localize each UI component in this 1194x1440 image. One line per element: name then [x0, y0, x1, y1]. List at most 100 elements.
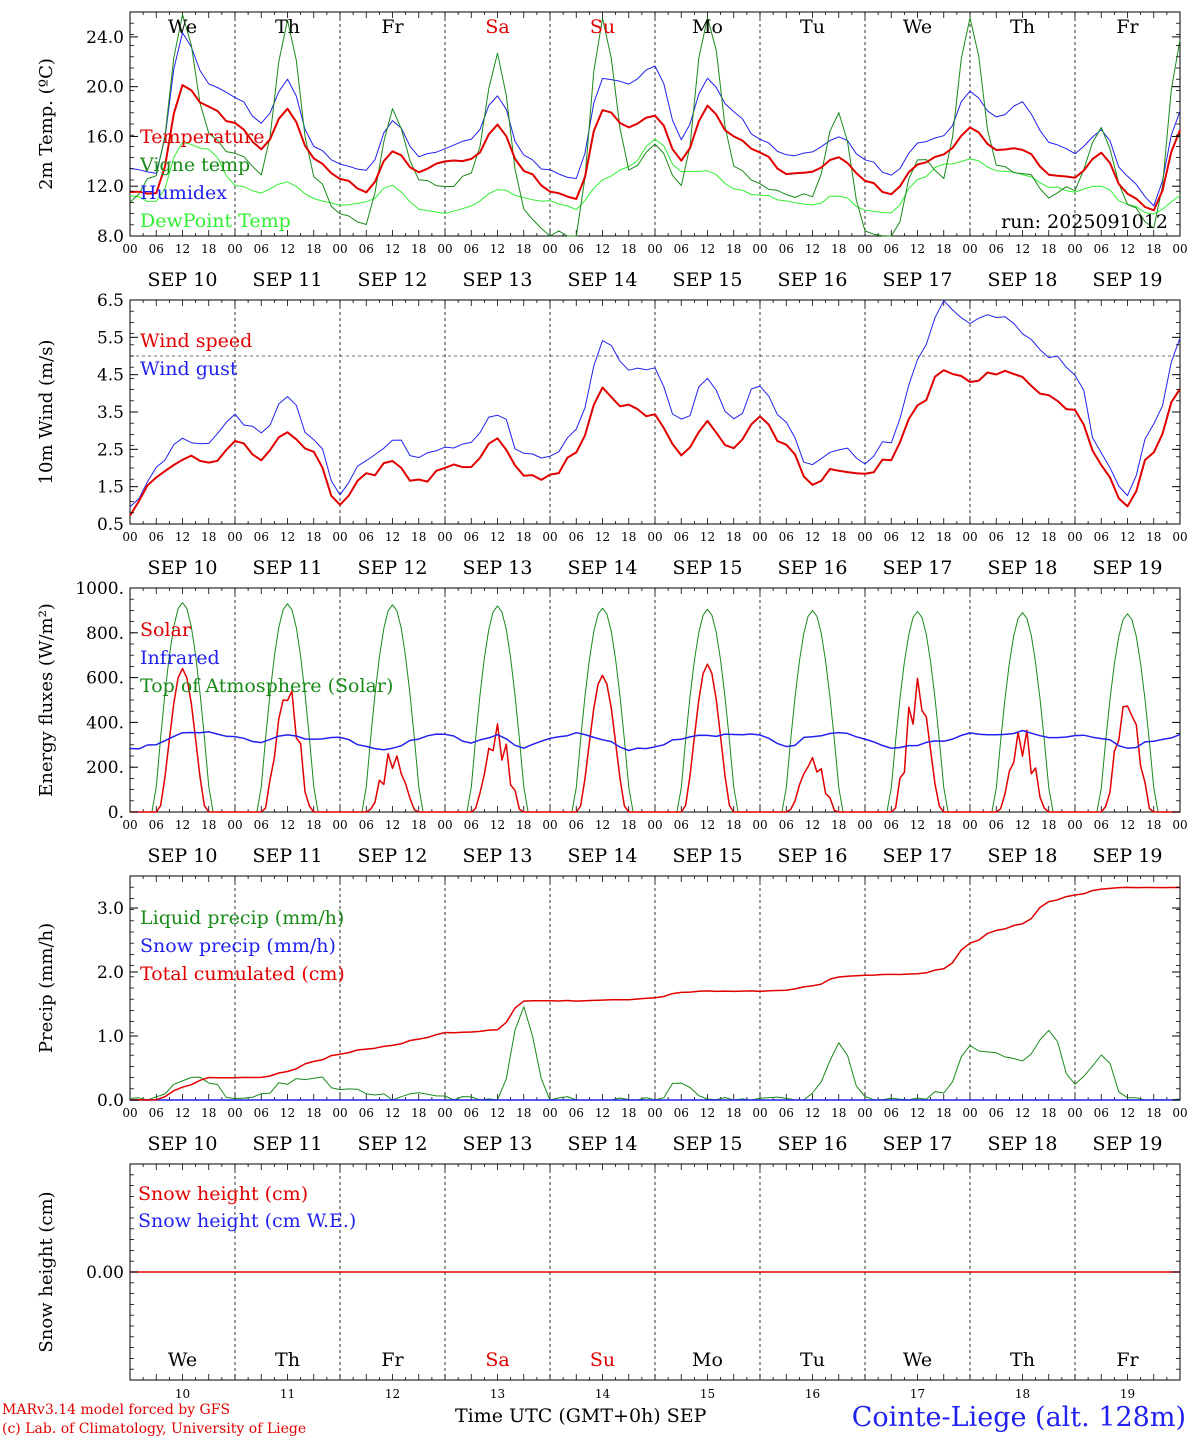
hour-tick-label: 06 [884, 1106, 899, 1120]
y-tick-label: 16.0 [86, 127, 124, 147]
hour-tick-label: 06 [674, 530, 689, 544]
day-label: SEP 18 [988, 845, 1058, 867]
day-label: SEP 13 [463, 845, 533, 867]
day-number-label: 14 [595, 1387, 611, 1401]
y-tick-label: 2.0 [97, 963, 124, 983]
legend-entry: Liquid precip (mm/h) [140, 907, 344, 929]
hour-tick-label: 18 [201, 242, 216, 256]
hour-tick-label: 06 [989, 242, 1004, 256]
y-tick-label: 8.0 [97, 227, 124, 247]
hour-tick-label: 12 [910, 242, 925, 256]
legend-entry: Snow precip (mm/h) [140, 935, 336, 957]
day-number-label: 18 [1015, 1387, 1030, 1401]
hour-tick-label: 06 [149, 1106, 164, 1120]
hour-tick-label: 00 [857, 1106, 872, 1120]
day-label: SEP 12 [358, 269, 428, 291]
y-tick-label: 800. [86, 624, 124, 644]
hour-tick-label: 18 [306, 530, 321, 544]
day-label: SEP 16 [778, 557, 848, 579]
hour-tick-label: 00 [332, 818, 347, 832]
hour-tick-label: 00 [857, 242, 872, 256]
hour-tick-label: 18 [831, 818, 846, 832]
day-label: SEP 15 [673, 1133, 743, 1155]
hour-tick-label: 00 [332, 242, 347, 256]
hour-tick-label: 12 [595, 242, 610, 256]
hour-tick-label: 00 [647, 1106, 662, 1120]
hour-tick-label: 06 [149, 530, 164, 544]
day-label: SEP 15 [673, 557, 743, 579]
hour-tick-label: 00 [1172, 242, 1187, 256]
day-label: SEP 10 [148, 1133, 218, 1155]
hour-tick-label: 06 [359, 818, 374, 832]
hour-tick-label: 12 [910, 1106, 925, 1120]
weekday-label: We [903, 16, 932, 38]
day-label: SEP 10 [148, 557, 218, 579]
hour-tick-label: 18 [1146, 242, 1161, 256]
hour-tick-label: 06 [254, 1106, 269, 1120]
panel-0 [129, 11, 1181, 237]
y-tick-label: 3.5 [97, 403, 124, 423]
hour-tick-label: 12 [1120, 530, 1135, 544]
hour-tick-label: 18 [411, 530, 426, 544]
hour-tick-label: 12 [175, 530, 190, 544]
hour-tick-label: 18 [1146, 530, 1161, 544]
hour-tick-label: 00 [1172, 1106, 1187, 1120]
hour-tick-label: 12 [385, 530, 400, 544]
hour-tick-label: 12 [385, 242, 400, 256]
hour-tick-label: 00 [1172, 530, 1187, 544]
weekday-label: Th [275, 16, 300, 38]
day-label: SEP 16 [778, 1133, 848, 1155]
hour-tick-label: 06 [254, 818, 269, 832]
hour-tick-label: 12 [490, 1106, 505, 1120]
hour-tick-label: 00 [752, 1106, 767, 1120]
series-line-2 [129, 886, 1180, 1101]
day-label: SEP 17 [883, 1133, 953, 1155]
hour-tick-label: 00 [647, 530, 662, 544]
day-label: SEP 17 [883, 269, 953, 291]
hour-tick-label: 06 [149, 242, 164, 256]
hour-tick-label: 06 [989, 530, 1004, 544]
hour-tick-label: 12 [175, 818, 190, 832]
hour-tick-label: 06 [674, 818, 689, 832]
y-tick-label: 200. [86, 758, 124, 778]
hour-tick-label: 00 [962, 818, 977, 832]
panel-2 [129, 587, 1181, 813]
hour-tick-label: 00 [752, 818, 767, 832]
series-line-0 [129, 369, 1181, 517]
hour-tick-label: 18 [936, 530, 951, 544]
day-label: SEP 12 [358, 557, 428, 579]
weekday-label: Th [1010, 1349, 1035, 1371]
hour-tick-label: 00 [122, 818, 137, 832]
hour-tick-label: 12 [1015, 530, 1030, 544]
hour-tick-label: 00 [1067, 1106, 1082, 1120]
hour-tick-label: 18 [1041, 530, 1056, 544]
hour-tick-label: 12 [490, 818, 505, 832]
hour-tick-label: 18 [621, 242, 636, 256]
hour-tick-label: 18 [621, 1106, 636, 1120]
hour-tick-label: 00 [752, 530, 767, 544]
y-tick-label: 0.00 [86, 1263, 124, 1283]
hour-tick-label: 12 [1015, 1106, 1030, 1120]
legend-entry: Snow height (cm W.E.) [138, 1210, 356, 1232]
hour-tick-label: 18 [1041, 1106, 1056, 1120]
hour-tick-label: 18 [1041, 818, 1056, 832]
hour-tick-label: 06 [779, 530, 794, 544]
hour-tick-label: 00 [542, 818, 557, 832]
hour-tick-label: 12 [700, 242, 715, 256]
weekday-label: Fr [1116, 1349, 1139, 1371]
hour-tick-label: 00 [857, 818, 872, 832]
hour-tick-label: 06 [569, 818, 584, 832]
hour-tick-label: 00 [227, 530, 242, 544]
y-tick-label: 400. [86, 713, 124, 733]
hour-tick-label: 18 [621, 818, 636, 832]
day-label: SEP 17 [883, 845, 953, 867]
hour-tick-label: 06 [359, 1106, 374, 1120]
day-label: SEP 11 [253, 845, 323, 867]
day-number-label: 15 [700, 1387, 715, 1401]
day-label: SEP 14 [568, 845, 638, 867]
hour-tick-label: 00 [437, 242, 452, 256]
hour-tick-label: 06 [254, 530, 269, 544]
hour-tick-label: 06 [359, 242, 374, 256]
hour-tick-label: 00 [542, 530, 557, 544]
hour-tick-label: 12 [280, 818, 295, 832]
